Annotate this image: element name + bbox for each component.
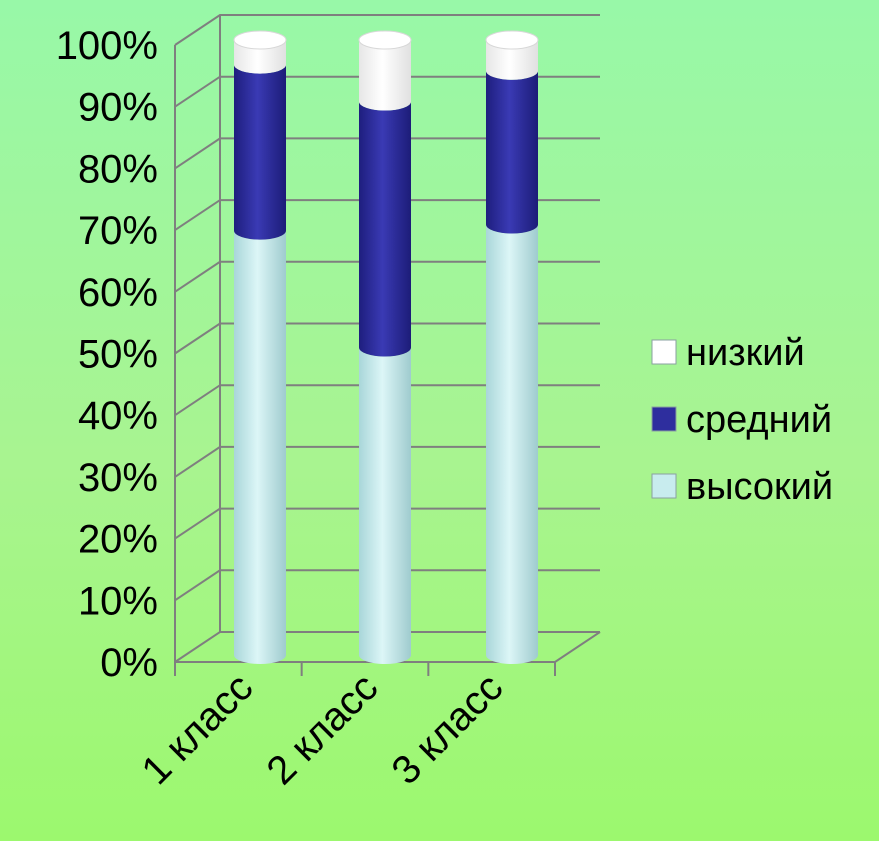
y-tick-label: 100% [56,24,158,68]
bar-segment-средний [486,70,538,234]
bar-cap [485,30,539,50]
y-tick-label: 90% [78,86,158,130]
y-tick-label: 80% [78,147,158,191]
legend-swatch [651,406,677,432]
bar-segment-средний [359,101,411,357]
legend-item: низкий [651,332,805,374]
legend-item: средний [651,399,832,441]
x-category-label: 3 класс [383,665,511,793]
y-tick-label: 20% [78,518,158,562]
legend-label: низкий [686,332,805,374]
legend-swatch [651,473,677,499]
legend-label: средний [686,399,832,441]
bars [233,30,539,664]
bar-column [233,30,287,664]
bar-segment-средний [234,64,286,240]
y-tick-label: 0% [100,641,158,685]
bar-segment-низкий [234,40,286,74]
gridlines [174,14,601,676]
bar-segment-высокий [359,347,411,664]
y-tick-label: 10% [78,579,158,623]
x-category-label: 2 класс [258,665,386,793]
bar-cap [233,30,287,50]
bar-segment-низкий [486,40,538,80]
legend-item: высокий [651,466,833,508]
bar-column [358,30,412,664]
y-tick-label: 50% [78,333,158,377]
bar-cap [358,30,412,50]
y-tick-label: 40% [78,394,158,438]
bar-segment-высокий [234,230,286,664]
legend-label: высокий [686,466,833,508]
y-tick-label: 60% [78,271,158,315]
bar-column [485,30,539,664]
bar-segment-низкий [359,40,411,111]
legend: низкий средний высокий [651,332,833,508]
y-tick-label: 70% [78,209,158,253]
legend-swatch [651,339,677,365]
y-axis-ticks: 0% 10% 20% 30% 40% 50% 60% 70% 80% 90% 100% [56,24,158,685]
y-tick-label: 30% [78,456,158,500]
bar-segment-высокий [486,224,538,664]
